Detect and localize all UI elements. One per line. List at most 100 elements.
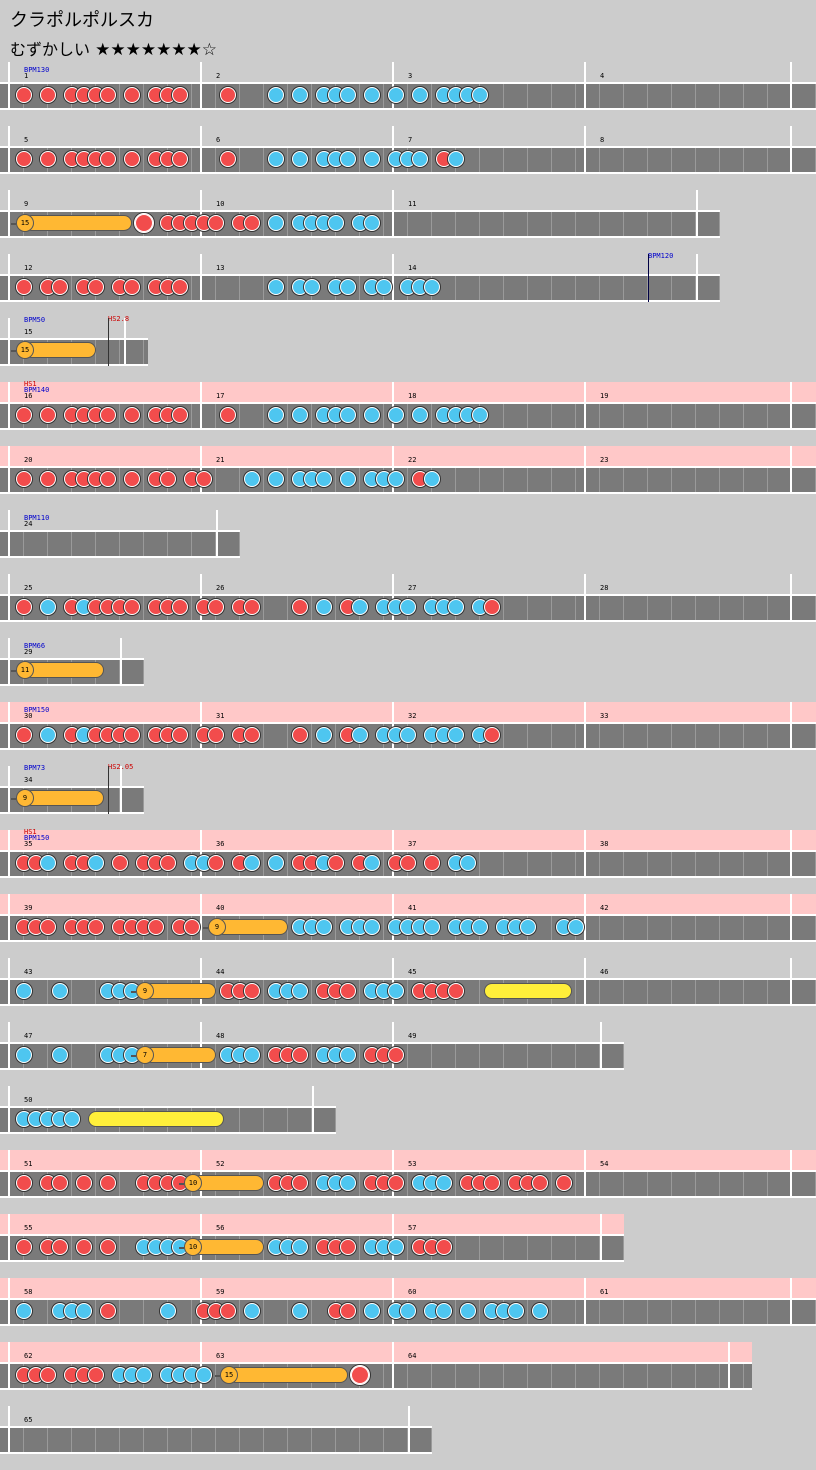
ka-note bbox=[364, 87, 380, 103]
ka-note bbox=[424, 471, 440, 487]
gogo-band bbox=[0, 702, 816, 722]
ka-note bbox=[328, 215, 344, 231]
bar-number: 21 bbox=[216, 456, 225, 464]
balloon-roll bbox=[144, 1047, 216, 1063]
bar-number: 40 bbox=[216, 904, 225, 912]
bar-number: 41 bbox=[408, 904, 417, 912]
ka-note bbox=[460, 855, 476, 871]
bar-number: 45 bbox=[408, 968, 417, 976]
bar-number: 52 bbox=[216, 1160, 225, 1168]
don-note bbox=[160, 471, 176, 487]
balloon-note: 15 bbox=[16, 214, 34, 232]
barline bbox=[790, 62, 792, 110]
barline bbox=[392, 1278, 394, 1326]
ka-note bbox=[160, 1303, 176, 1319]
ka-note bbox=[16, 983, 32, 999]
barline bbox=[200, 1214, 202, 1262]
don-note bbox=[220, 1303, 236, 1319]
don-note bbox=[148, 919, 164, 935]
bar-number: 65 bbox=[24, 1416, 33, 1424]
barline bbox=[8, 830, 10, 878]
barline bbox=[8, 254, 10, 302]
bar-number: 23 bbox=[600, 456, 609, 464]
barline bbox=[8, 1278, 10, 1326]
chart-row: 29 BPM66 11 bbox=[0, 638, 144, 702]
bar-number: 62 bbox=[24, 1352, 33, 1360]
scroll-speed-label: HS1 bbox=[24, 828, 37, 836]
barline bbox=[392, 382, 394, 430]
bpm-label: BPM150 bbox=[24, 834, 50, 842]
balloon-roll bbox=[228, 1367, 348, 1383]
ka-note bbox=[76, 1303, 92, 1319]
big-don-note bbox=[134, 213, 154, 233]
don-note bbox=[100, 471, 116, 487]
bar-number: 63 bbox=[216, 1352, 225, 1360]
balloon-roll bbox=[192, 1175, 264, 1191]
barline bbox=[200, 1150, 202, 1198]
note-track bbox=[0, 466, 816, 494]
barline bbox=[200, 1022, 202, 1070]
bar-number: 50 bbox=[24, 1096, 33, 1104]
bar-number: 15 bbox=[24, 328, 33, 336]
bar-number: 29 bbox=[24, 648, 33, 656]
balloon-tail bbox=[11, 223, 16, 225]
don-note bbox=[244, 727, 260, 743]
barline bbox=[312, 1086, 314, 1134]
don-note bbox=[40, 919, 56, 935]
don-note bbox=[40, 471, 56, 487]
note-track bbox=[0, 1234, 624, 1262]
balloon-tail bbox=[215, 1375, 220, 1377]
barline bbox=[584, 446, 586, 494]
gogo-band bbox=[0, 894, 816, 914]
chart-row: 55 56 57 10 bbox=[0, 1214, 624, 1278]
ka-note bbox=[304, 279, 320, 295]
barline bbox=[584, 1150, 586, 1198]
don-note bbox=[16, 87, 32, 103]
barline bbox=[392, 830, 394, 878]
gogo-band bbox=[0, 382, 816, 402]
ka-note bbox=[448, 151, 464, 167]
bar-number: 1 bbox=[24, 72, 29, 80]
ka-note bbox=[472, 407, 488, 423]
gogo-band bbox=[0, 1214, 624, 1234]
ka-note bbox=[424, 919, 440, 935]
barline bbox=[584, 126, 586, 174]
bar-number: 32 bbox=[408, 712, 417, 720]
gogo-band bbox=[0, 1278, 816, 1298]
bar-number: 13 bbox=[216, 264, 225, 272]
don-note bbox=[124, 471, 140, 487]
note-track bbox=[0, 1170, 816, 1198]
chart-row: 39 40 41 42 9 bbox=[0, 894, 816, 958]
ka-note bbox=[316, 919, 332, 935]
ka-note bbox=[352, 599, 368, 615]
barline bbox=[584, 1278, 586, 1326]
bar-number: 6 bbox=[216, 136, 221, 144]
barline bbox=[200, 894, 202, 942]
barline bbox=[200, 1278, 202, 1326]
balloon-note: 10 bbox=[184, 1174, 202, 1192]
ka-note bbox=[340, 151, 356, 167]
bar-number: 43 bbox=[24, 968, 33, 976]
don-note bbox=[16, 1175, 32, 1191]
chart-row: 24 BPM110 bbox=[0, 510, 240, 574]
ka-note bbox=[472, 87, 488, 103]
don-note bbox=[292, 1047, 308, 1063]
barline bbox=[392, 254, 394, 302]
scroll-speed-label: HS1 bbox=[24, 380, 37, 388]
barline bbox=[392, 62, 394, 110]
bpm-label: BPM150 bbox=[24, 706, 50, 714]
don-note bbox=[52, 1175, 68, 1191]
bar-number: 37 bbox=[408, 840, 417, 848]
don-note bbox=[76, 1175, 92, 1191]
ka-note bbox=[244, 855, 260, 871]
balloon-roll bbox=[144, 983, 216, 999]
barline bbox=[790, 126, 792, 174]
don-note bbox=[172, 599, 188, 615]
don-note bbox=[100, 1303, 116, 1319]
don-note bbox=[124, 87, 140, 103]
don-note bbox=[208, 855, 224, 871]
note-track bbox=[0, 82, 816, 110]
balloon-roll bbox=[192, 1239, 264, 1255]
don-note bbox=[124, 151, 140, 167]
ka-note bbox=[340, 87, 356, 103]
